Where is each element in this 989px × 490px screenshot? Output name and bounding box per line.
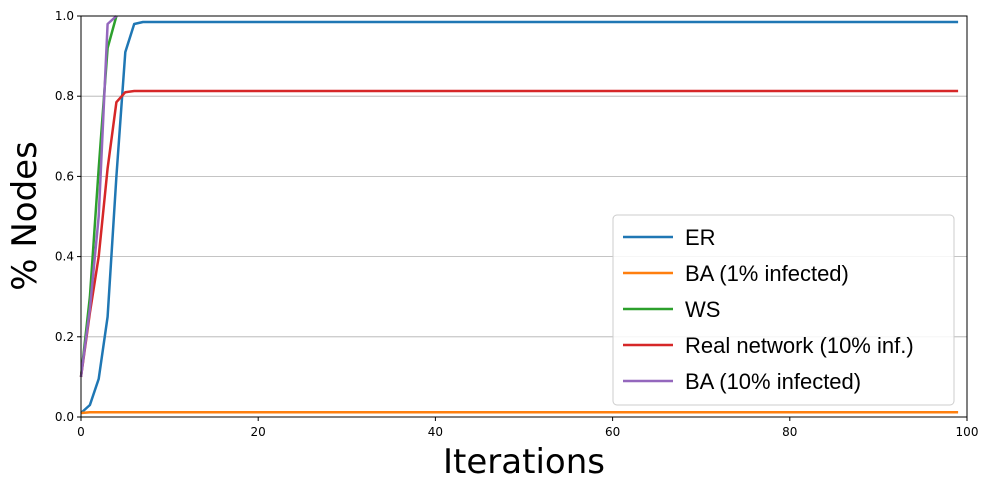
- x-tick-label: 60: [605, 425, 620, 439]
- legend-label: WS: [685, 297, 720, 322]
- x-tick-label: 40: [428, 425, 443, 439]
- legend: ER BA (1% infected) WS Real network (10% in…: [612, 214, 955, 406]
- series-line-4: [79, 15, 118, 378]
- legend-label: ER: [685, 225, 716, 250]
- series-lines: [79, 15, 959, 415]
- x-tick-label: 0: [77, 425, 85, 439]
- x-tick-label: 80: [782, 425, 797, 439]
- legend-box: [612, 214, 955, 406]
- series-line-0: [80, 20, 959, 414]
- legend-label: BA (1% infected): [685, 261, 849, 286]
- legend-label: BA (10% infected): [685, 369, 861, 394]
- y-tick-label: 0.0: [55, 410, 74, 424]
- x-tick-label: 20: [251, 425, 266, 439]
- y-tick-label: 0.8: [55, 89, 74, 103]
- y-axis-title: % Nodes: [5, 141, 45, 291]
- y-tick-label: 0.2: [55, 330, 74, 344]
- x-tick-label: 100: [956, 425, 979, 439]
- y-tick-label: 0.4: [55, 250, 74, 264]
- y-axis-ticks: 0.0 0.2 0.4 0.6 0.8 1.0: [55, 9, 81, 424]
- y-tick-label: 1.0: [55, 9, 74, 23]
- series-line-1: [80, 410, 959, 415]
- legend-label: Real network (10% inf.): [685, 333, 914, 358]
- x-axis-title: Iterations: [443, 442, 605, 482]
- x-axis-ticks: 0 20 40 60 80 100: [77, 417, 978, 439]
- plot-frame: [80, 15, 968, 418]
- y-tick-label: 0.6: [55, 169, 74, 183]
